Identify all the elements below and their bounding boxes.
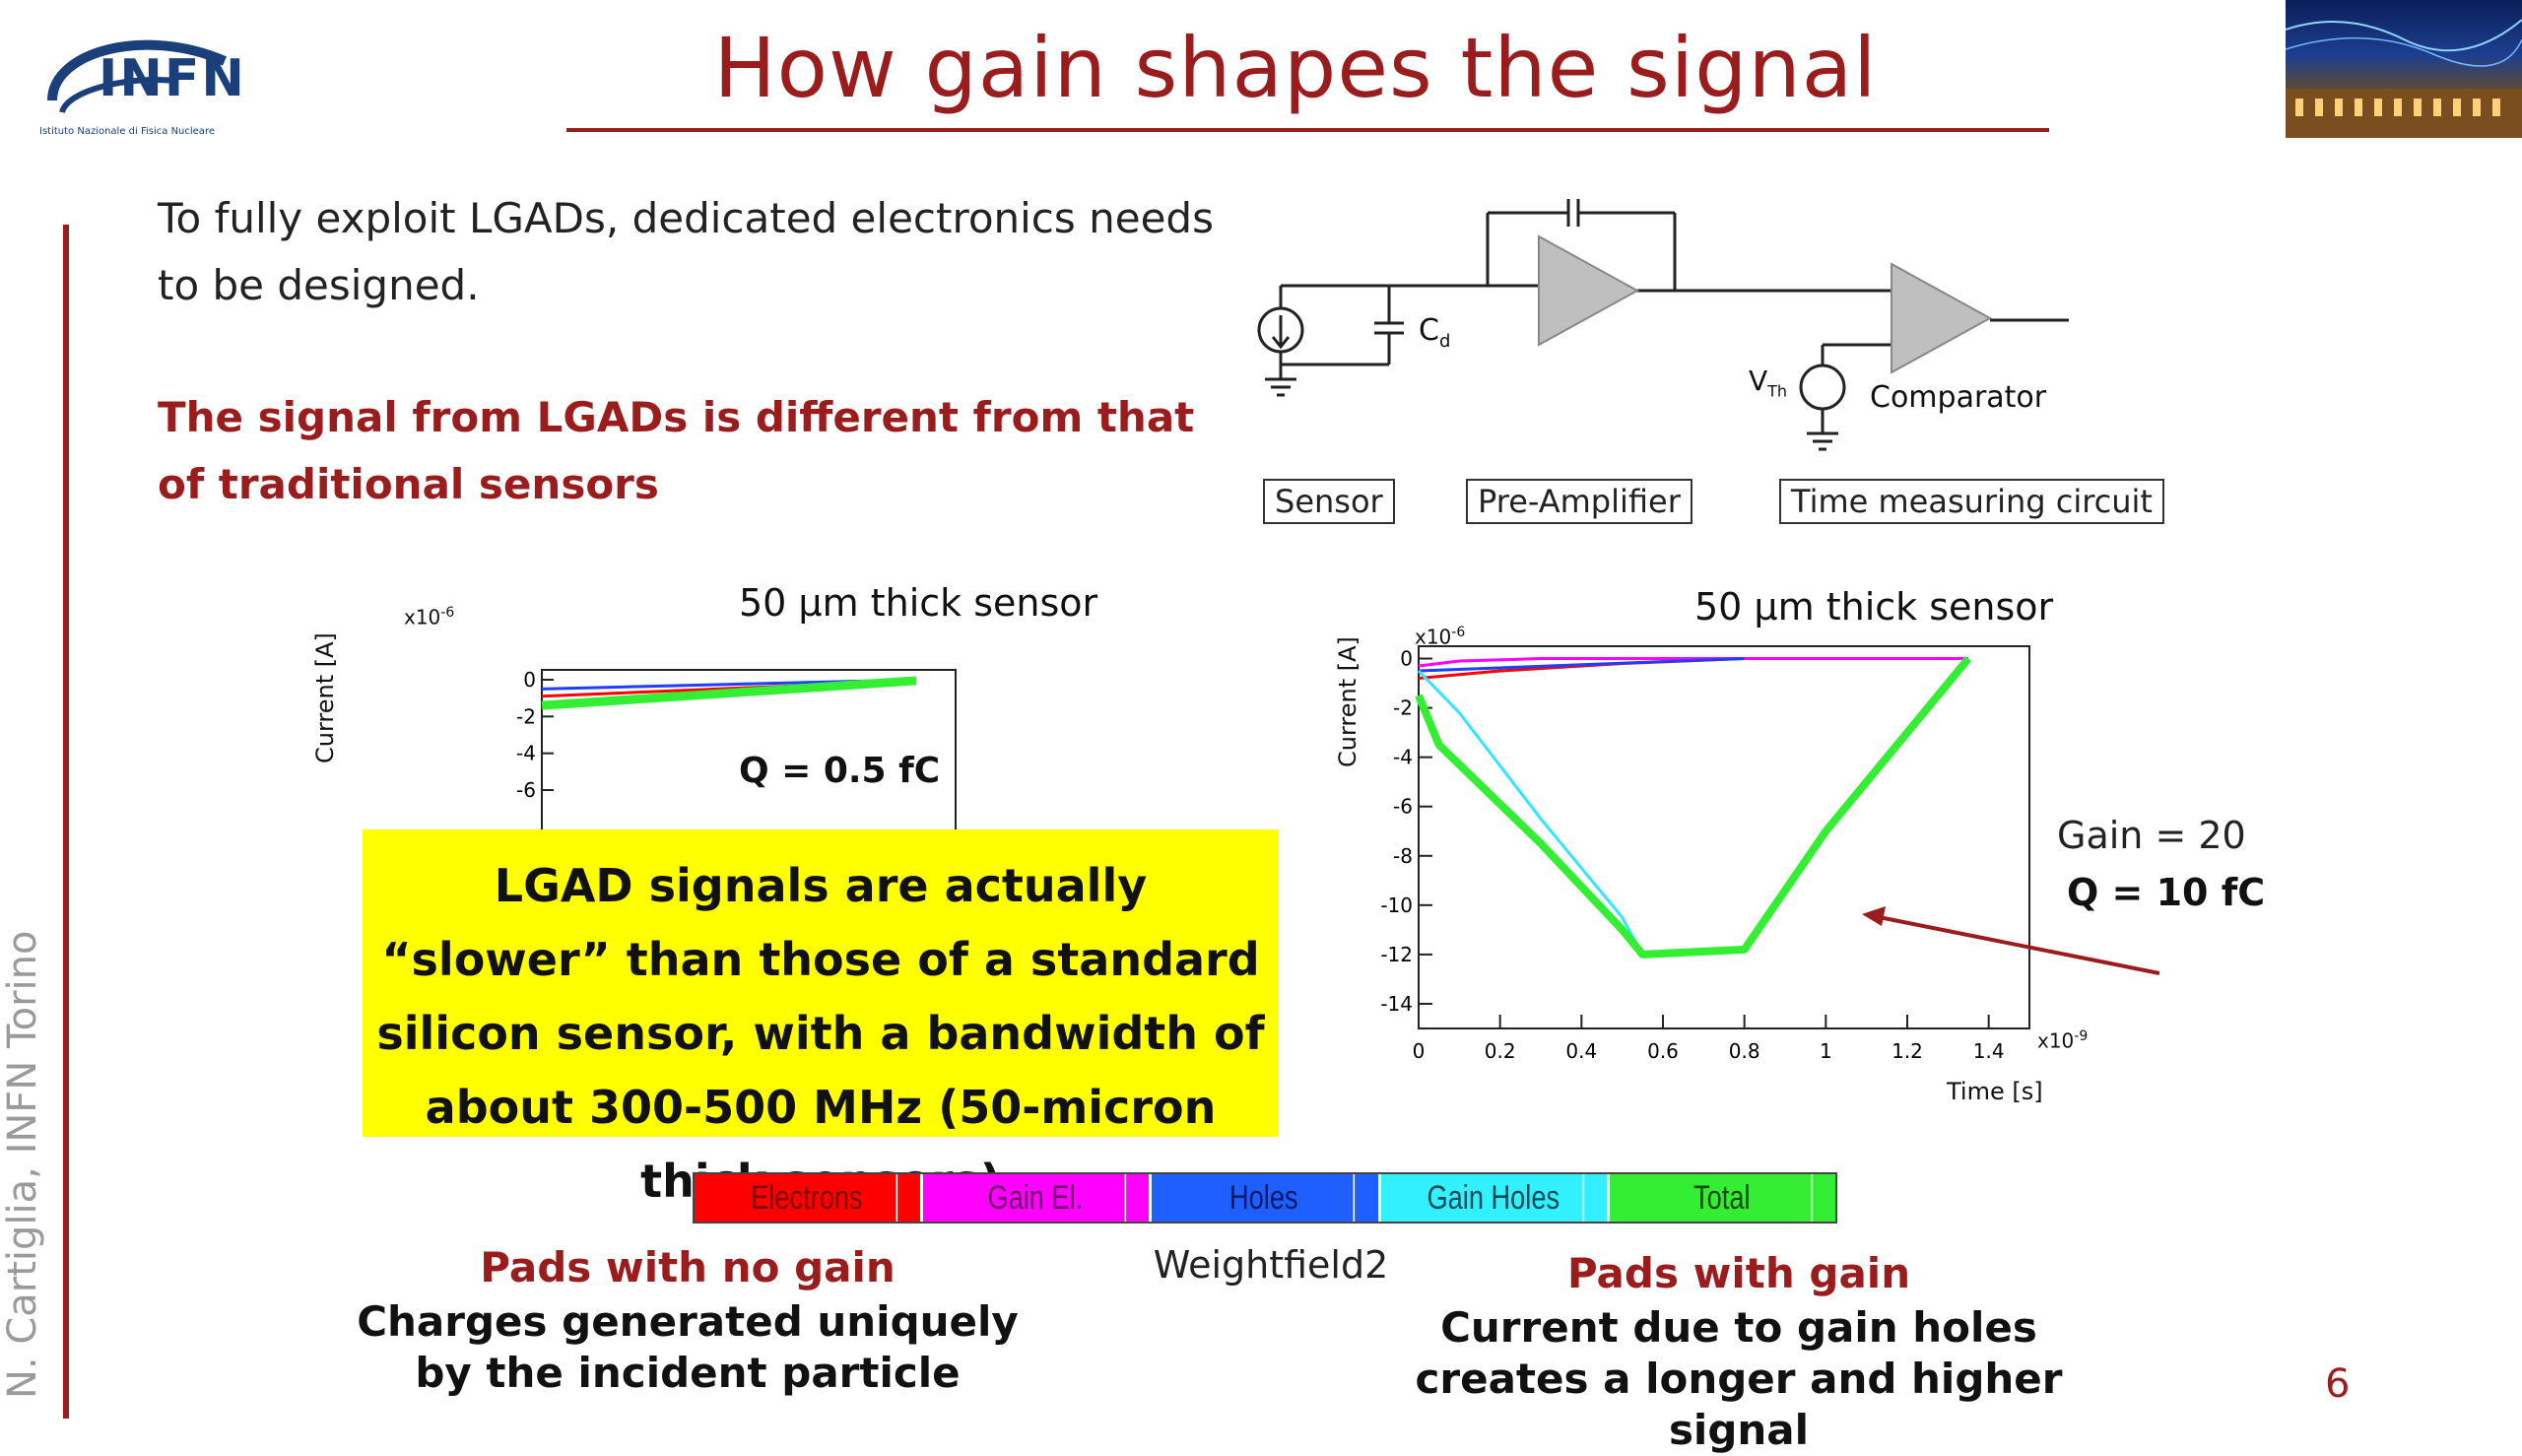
plot-right-ytick-label: -2 [1393, 696, 1413, 720]
charge-gain-label: Q = 10 fC [2067, 871, 2266, 914]
plot-right-xtick-label: 0.6 [1647, 1039, 1679, 1063]
plot-right-xtick-label: 1.2 [1892, 1039, 1923, 1063]
sensor-box: Sensor [1263, 479, 1395, 524]
plot-right-ytick-label: -4 [1393, 746, 1413, 769]
cd-label: Cd [1419, 313, 1450, 352]
slide-title: How gain shapes the signal [713, 20, 1878, 116]
legend-label: Holes [1174, 1174, 1356, 1222]
legend-item-electrons: Electrons [695, 1174, 924, 1222]
legend-item-gain-el: Gain El. [923, 1174, 1153, 1222]
pads-gain-text: Current due to gain holes creates a long… [1415, 1303, 2063, 1454]
plot-right-series-total [1415, 655, 1972, 959]
plot-left-series-total [541, 676, 917, 710]
plot-right-xexp: x10-9 [2037, 1028, 2088, 1053]
plot-right-ytick-label: -14 [1380, 992, 1413, 1016]
pads-no-gain-heading: Pads with no gain [480, 1243, 896, 1291]
plot-left-charge: Q = 0.5 fC [739, 751, 941, 791]
plot-right-xtick-label: 1 [1820, 1039, 1832, 1063]
time-circuit-box: Time measuring circuit [1779, 479, 2164, 524]
legend-item-holes: Holes [1152, 1174, 1381, 1222]
plot-no-gain: 50 μm thick sensor Current [A] x10-6 0 -2… [296, 581, 1103, 877]
cd-label-sub: d [1438, 331, 1451, 352]
plot-right-xexp-base: x10 [2037, 1028, 2075, 1053]
legend-item-gain-holes: Gain Holes [1380, 1174, 1610, 1222]
plot-left-area: 0 -2 -4 -6 [516, 668, 957, 877]
gain-label: Gain = 20 [2057, 814, 2246, 857]
plot-right-yexp: x10-6 [1415, 625, 1465, 649]
plot-right-xtick-label: 0 [1413, 1039, 1426, 1063]
plot-right-yexp-sup: -6 [1451, 625, 1466, 640]
vth-label-main: V [1749, 364, 1768, 397]
corner-photo [2285, 0, 2522, 138]
plot-left-ytick-label: 0 [523, 668, 536, 692]
plot-right-xtick-label: 0.8 [1729, 1039, 1760, 1063]
plot-right-series-holes [1418, 657, 1745, 673]
plot-left-ytick-label: -6 [516, 778, 536, 802]
plot-left-svg: 0 -2 -4 -6 [516, 668, 957, 877]
logo-subtitle: Istituto Nazionale di Fisica Nucleare [39, 126, 215, 137]
plot-right-ytick-label: -10 [1380, 893, 1413, 917]
plot-right-frame [1418, 645, 2030, 1029]
plot-right-svg: 0-2-4-6-8-10-12-140 0.2 0.4 0.6 0.8 1 1.2 1.4 [1380, 645, 2030, 1063]
logo-name: INFN [99, 49, 246, 108]
plot-right-ytick-label: -8 [1393, 844, 1413, 868]
left-accent-bar [63, 225, 69, 1419]
legend-item-total: Total [1609, 1174, 1836, 1222]
preamp-triangle [1538, 234, 1640, 347]
preamp-box: Pre-Amplifier [1466, 479, 1692, 524]
plot-right-area: 0-2-4-6-8-10-12-140 0.2 0.4 0.6 0.8 1 1.2 1.4 [1380, 645, 2030, 1063]
plot-right-xtick-label: 0.4 [1565, 1039, 1597, 1063]
plot-right-xtick-label: 1.4 [1973, 1039, 2005, 1063]
legend-label: Total [1632, 1174, 1814, 1222]
weightfield-legend: Electrons Gain El. Holes Gain Holes Total [693, 1172, 1837, 1224]
plot-right-xtick-label: 0.2 [1485, 1039, 1516, 1063]
comparator-label: Comparator [1870, 380, 2047, 415]
readout-circuit-diagram: Cd VTh Comparator Sensor Pre-Amplifier T… [1222, 187, 2207, 542]
pads-gain-heading: Pads with gain [1566, 1249, 1911, 1297]
title-underline [566, 128, 2049, 132]
plot-left-frame [541, 669, 957, 877]
legend-label: Gain Holes [1404, 1174, 1584, 1222]
vth-label-sub: Th [1767, 381, 1788, 401]
plot-left-yexp: x10-6 [404, 605, 454, 629]
comparator-triangle [1891, 262, 1993, 374]
plot-left-yexp-sup: -6 [440, 605, 455, 621]
plot-left-yexp-base: x10 [404, 605, 441, 629]
gain-arrow [1862, 906, 2160, 975]
page-number: 6 [2325, 1361, 2351, 1407]
plot-left-title: 50 μm thick sensor [739, 581, 1098, 625]
cd-label-main: C [1419, 313, 1439, 348]
bandwidth-callout: LGAD signals are actually “slower” than … [363, 829, 1279, 1208]
emphasis-text: The signal from LGADs is different from … [158, 393, 1195, 508]
weightfield-label: Weightfield2 [1153, 1243, 1389, 1287]
intro-text: To fully exploit LGADs, dedicated electr… [158, 194, 1214, 309]
plot-left-ytick-label: -2 [516, 704, 536, 728]
plot-right-ytick-label: -12 [1380, 943, 1413, 966]
plot-left-ytick-label: -4 [516, 742, 536, 765]
author-credit: N. Cartiglia, INFN Torino [0, 930, 45, 1399]
circuit-schematic [1257, 199, 2069, 451]
plot-right-ytick-label: -6 [1393, 795, 1413, 819]
plot-right-xexp-sup: -9 [2074, 1028, 2089, 1044]
infn-logo: INFN Istituto Nazionale di Fisica Nuclea… [37, 22, 244, 148]
plot-right-title: 50 μm thick sensor [1694, 585, 2054, 629]
infn-logo-graphic [47, 39, 228, 114]
legend-label: Gain El. [946, 1174, 1127, 1222]
vth-label: VTh [1749, 364, 1787, 401]
plot-with-gain: 50 μm thick sensor Current [A] x10-6 x10… [1320, 585, 2108, 1117]
plot-right-series-gain-el- [1418, 657, 1968, 668]
pads-no-gain-text: Charges generated uniquely by the incide… [357, 1297, 1019, 1397]
plot-right-xlabel: Time [s] [1947, 1078, 2043, 1105]
plot-right-yexp-base: x10 [1415, 625, 1452, 649]
legend-label: Electrons [717, 1174, 898, 1222]
plot-right-ytick-label: 0 [1400, 647, 1413, 671]
city-night-image [2285, 19, 2522, 138]
